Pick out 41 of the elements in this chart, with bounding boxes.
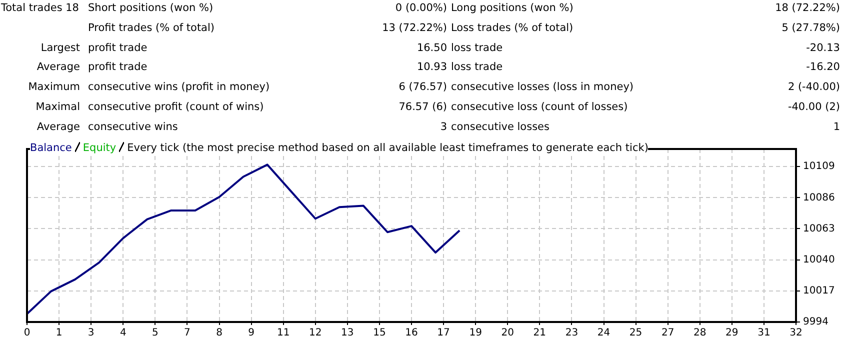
text: Total trades 18 Short positions (won %) 0 (0.00%) Long positions (won %) 18 (72.22%) [1, 2, 840, 14]
x-tick-label: 4 [120, 328, 126, 339]
y-tick-label: 10086 [803, 192, 835, 204]
x-tick-label: 16 [405, 328, 418, 339]
x-tick-label: 31 [758, 328, 770, 339]
x-tick-label: 27 [661, 328, 674, 339]
text: Maximum consecutive wins (profit in money) 6 (76.57) consecutive losses (loss in money) 2 (-40.00) [28, 81, 840, 94]
x-tick-label: 0 [24, 328, 30, 339]
x-tick-label: 32 [790, 328, 802, 339]
chart-title: Every tick (the most precise method based on all available least timeframes to generate each tick) [127, 142, 648, 154]
text: Profit trades (% of total) 13 (72.22%) Loss trades (% of total) 5 (27.78%) [88, 22, 840, 34]
x-tick-label: 19 [469, 328, 482, 339]
y-tick-label: 10109 [803, 161, 835, 172]
x-tick-label: 11 [276, 328, 290, 339]
legend-label: Balance [30, 142, 72, 154]
x-tick-label: 29 [726, 328, 738, 339]
y-tick-label: 10040 [803, 254, 835, 266]
x-tick-label: 12 [309, 328, 322, 339]
text: Average consecutive wins 3 consecutive losses 1 [36, 120, 840, 133]
x-tick-label: 3 [88, 328, 94, 339]
x-tick-label: 21 [533, 328, 546, 339]
x-tick-label: 13 [341, 328, 354, 339]
x-tick-label: 20 [501, 328, 514, 339]
x-tick-label: 28 [694, 328, 706, 339]
x-tick-label: 25 [629, 328, 642, 339]
y-tick-label: 10063 [803, 223, 835, 234]
x-tick-label: 5 [152, 328, 158, 339]
text: Largest profit trade 16.50 loss trade -20.13 [40, 42, 840, 54]
x-tick-label: 9 [248, 328, 254, 339]
x-tick-label: 1 [56, 328, 62, 339]
y-tick-label: 9994 [803, 316, 828, 328]
x-tick-label: 17 [437, 328, 450, 339]
text: Average profit trade 10.93 loss trade -16.20 [36, 61, 840, 74]
x-tick-label: 23 [565, 328, 578, 339]
y-tick-label: 10017 [803, 286, 835, 297]
legend-label: Equity [82, 142, 116, 154]
x-tick-label: 7 [184, 328, 190, 339]
text: Maximal consecutive profit (count of wins) 76.57 (6) consecutive loss (count of losses) -40.00 (2) [36, 101, 840, 113]
x-tick-label: 15 [373, 328, 386, 339]
x-tick-label: 24 [597, 328, 610, 339]
x-tick-label: 8 [216, 328, 222, 339]
